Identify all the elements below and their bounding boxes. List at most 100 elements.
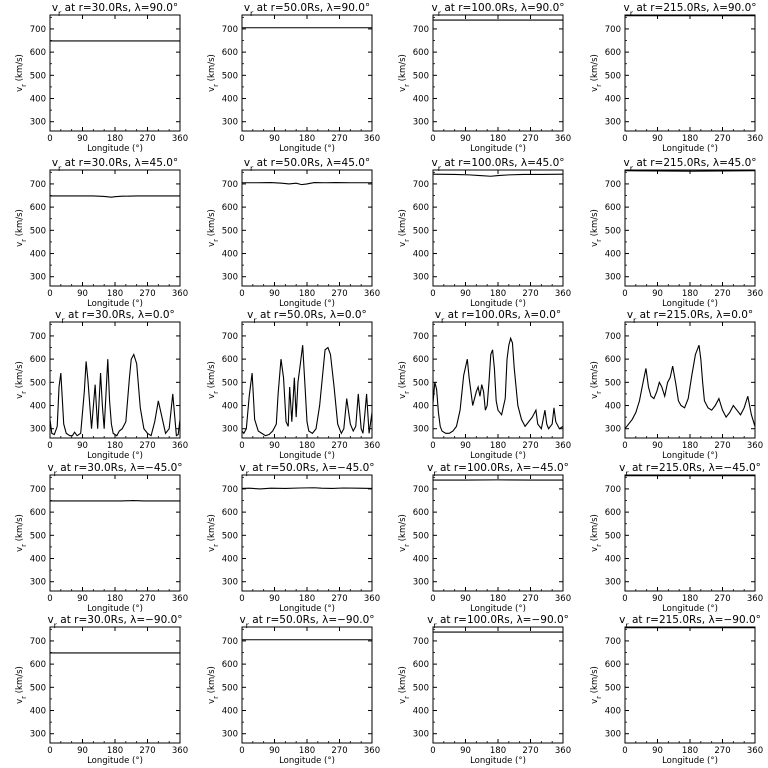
series-line [242, 181, 372, 186]
y-tick-label: 600 [605, 355, 621, 365]
chart-panel: vr at r=215.0Rs, λ=45.0° 0 90 180 270 360 300 4… [590, 157, 763, 309]
plot-frame [49, 474, 181, 592]
y-tick-label: 500 [605, 378, 621, 388]
y-tick-label: 600 [222, 508, 238, 518]
x-tick-label: 90 [77, 594, 88, 604]
y-tick-label: 400 [605, 555, 621, 565]
y-tick-label: 700 [413, 332, 429, 342]
x-tick-label: 180 [490, 289, 506, 299]
x-tick-label: 270 [331, 746, 347, 756]
y-tick-label: 500 [30, 531, 46, 541]
y-tick-label: 700 [30, 485, 46, 495]
y-axis-label: vr (km/s) [398, 54, 411, 92]
y-tick-label: 700 [605, 25, 621, 35]
x-tick-label: 90 [652, 594, 663, 604]
x-tick-label: 180 [490, 134, 506, 144]
x-tick-label: 270 [139, 289, 155, 299]
chart-panel: vr at r=30.0Rs, λ=0.0° 0 90 180 270 360 300 400… [15, 309, 188, 461]
plot-frame [432, 474, 564, 592]
series-line [433, 173, 563, 177]
y-axis-label: vr (km/s) [15, 666, 28, 704]
x-axis-label: Longitude (°) [662, 144, 718, 154]
x-tick-label: 180 [107, 746, 123, 756]
chart-panel: vr at r=215.0Rs, λ=90.0° 0 90 180 270 360 300 4… [590, 2, 763, 154]
x-tick-label: 90 [77, 289, 88, 299]
y-tick-label: 500 [222, 226, 238, 236]
y-tick-label: 600 [222, 660, 238, 670]
chart-panel: vr at r=215.0Rs, λ=−90.0° 0 90 180 270 360 300… [590, 614, 763, 766]
y-tick-label: 700 [30, 180, 46, 190]
x-tick-label: 360 [172, 134, 188, 144]
x-tick-label: 0 [622, 441, 627, 451]
y-tick-label: 600 [222, 48, 238, 58]
chart-title: vr at r=100.0Rs, λ=−90.0° [427, 614, 569, 630]
y-tick-label: 600 [605, 203, 621, 213]
chart-title: vr at r=30.0Rs, λ=90.0° [52, 2, 178, 18]
y-tick-label: 300 [413, 273, 429, 283]
y-tick-label: 400 [605, 95, 621, 105]
y-tick-label: 300 [605, 730, 621, 740]
y-tick-label: 600 [605, 508, 621, 518]
chart-panel: vr at r=100.0Rs, λ=0.0° 0 90 180 270 360 300 40… [398, 309, 571, 461]
chart-title: vr at r=50.0Rs, λ=90.0° [244, 2, 370, 18]
y-tick-label: 500 [605, 226, 621, 236]
x-tick-label: 90 [269, 441, 280, 451]
y-tick-label: 700 [605, 180, 621, 190]
chart-panel: vr at r=50.0Rs, λ=90.0° 0 90 180 270 360 300 40… [207, 2, 380, 154]
y-tick-label: 700 [413, 25, 429, 35]
x-axis-label: Longitude (°) [662, 299, 718, 309]
x-tick-label: 270 [139, 594, 155, 604]
y-tick-label: 600 [413, 355, 429, 365]
y-tick-label: 500 [30, 378, 46, 388]
y-tick-label: 600 [605, 660, 621, 670]
y-tick-label: 700 [605, 637, 621, 647]
y-axis-label: vr (km/s) [398, 361, 411, 399]
x-axis-label: Longitude (°) [279, 451, 335, 461]
y-tick-label: 500 [413, 71, 429, 81]
x-tick-label: 180 [682, 134, 698, 144]
chart-panel: vr at r=30.0Rs, λ=−90.0° 0 90 180 270 360 300 4… [15, 614, 188, 766]
plot-frame [624, 474, 756, 592]
y-tick-label: 600 [413, 508, 429, 518]
x-tick-label: 0 [47, 441, 52, 451]
y-axis-label: vr (km/s) [398, 209, 411, 247]
x-tick-label: 270 [139, 134, 155, 144]
x-tick-label: 180 [490, 441, 506, 451]
x-tick-label: 180 [107, 289, 123, 299]
x-tick-label: 0 [47, 289, 52, 299]
x-tick-label: 90 [652, 134, 663, 144]
y-tick-label: 700 [413, 637, 429, 647]
x-tick-label: 0 [622, 134, 627, 144]
y-tick-label: 300 [222, 730, 238, 740]
y-tick-label: 400 [605, 402, 621, 412]
x-tick-label: 360 [747, 289, 763, 299]
x-tick-label: 180 [107, 594, 123, 604]
y-tick-label: 400 [413, 402, 429, 412]
x-tick-label: 90 [460, 289, 471, 299]
plot-frame [432, 169, 564, 287]
x-axis-label: Longitude (°) [662, 604, 718, 614]
x-tick-label: 270 [331, 134, 347, 144]
x-tick-label: 270 [522, 746, 538, 756]
x-tick-label: 360 [172, 594, 188, 604]
x-tick-label: 90 [652, 289, 663, 299]
y-axis-label: vr (km/s) [207, 54, 220, 92]
plot-frame [241, 474, 373, 592]
y-tick-label: 500 [222, 378, 238, 388]
x-tick-label: 90 [652, 746, 663, 756]
x-tick-label: 270 [714, 289, 730, 299]
y-tick-label: 600 [30, 508, 46, 518]
x-tick-label: 360 [747, 134, 763, 144]
plot-frame [49, 14, 181, 132]
x-axis-label: Longitude (°) [87, 299, 143, 309]
x-axis-label: Longitude (°) [87, 451, 143, 461]
chart-panel: vr at r=100.0Rs, λ=−45.0° 0 90 180 270 360 300… [398, 462, 571, 614]
y-tick-label: 300 [605, 273, 621, 283]
x-tick-label: 360 [364, 289, 380, 299]
y-tick-label: 500 [605, 683, 621, 693]
x-tick-label: 180 [490, 594, 506, 604]
y-tick-label: 600 [413, 660, 429, 670]
chart-title: vr at r=215.0Rs, λ=90.0° [624, 2, 757, 18]
y-tick-label: 700 [605, 485, 621, 495]
y-tick-label: 600 [30, 660, 46, 670]
